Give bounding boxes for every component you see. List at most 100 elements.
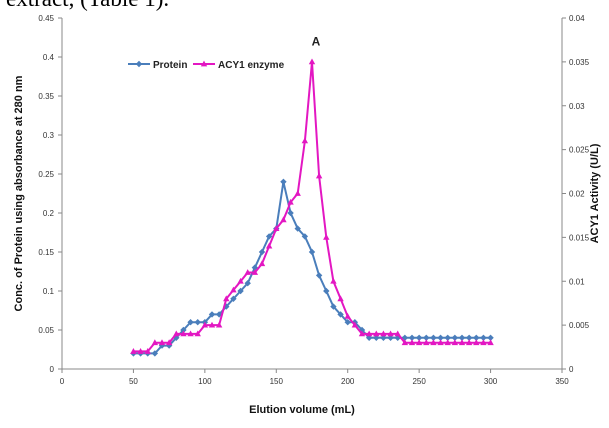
data-point-enzyme [301,137,309,144]
y2-tick-label: 0.03 [569,102,585,111]
data-point-protein [208,311,216,318]
caption-fragment: extract, (Table 1). [6,0,169,12]
data-point-protein [480,334,487,341]
data-point-enzyme [244,269,251,275]
data-point-enzyme [165,339,173,346]
data-point-protein [244,280,251,287]
data-point-enzyme [451,339,459,346]
data-point-enzyme [287,198,294,205]
data-point-enzyme [337,295,344,302]
data-point-protein [315,272,323,279]
y-tick-label: 0.45 [38,14,54,23]
data-point-enzyme [465,339,473,346]
data-point-enzyme [251,269,259,275]
data-point-enzyme [280,216,287,223]
data-point-protein [323,287,330,295]
data-point-enzyme [387,330,394,337]
data-point-enzyme [144,348,151,354]
data-point-protein [258,248,266,256]
data-point-enzyme [315,172,323,179]
data-point-protein [458,334,466,341]
data-point-enzyme [351,321,359,328]
data-point-protein [437,334,444,341]
y2-tick-label: 0.04 [569,14,585,23]
data-point-enzyme [223,295,230,302]
data-point-protein [158,342,166,349]
data-point-enzyme [358,330,366,337]
data-point-enzyme [408,339,416,346]
data-point-protein [237,287,244,295]
data-point-enzyme [237,277,244,284]
y-tick-label: 0.15 [38,248,54,257]
y2-axis-title: ACY1 Activity (U/L) [589,143,601,243]
data-point-enzyme [265,242,273,249]
data-point-enzyme [323,233,330,240]
x-tick-label: 300 [484,377,498,386]
y2-tick-label: 0.01 [569,277,585,286]
x-tick-label: 50 [129,377,138,386]
data-point-enzyme [258,260,266,267]
data-point-protein [337,311,344,318]
data-point-enzyme [473,339,480,346]
data-point-enzyme [308,58,316,65]
y-tick-label: 0 [50,365,55,374]
data-point-protein [430,334,437,341]
data-point-protein [294,225,301,232]
y2-tick-label: 0.02 [569,190,585,199]
data-point-protein [215,311,223,318]
data-point-enzyme [273,225,280,231]
data-point-enzyme [423,339,430,346]
data-point-enzyme [430,339,437,346]
y2-tick-label: 0.015 [569,233,590,242]
x-tick-label: 0 [60,377,65,386]
data-point-enzyme [294,190,301,196]
x-tick-label: 350 [555,377,569,386]
data-point-enzyme [365,330,373,337]
data-point-protein [180,326,187,334]
data-point-enzyme [215,321,223,328]
series-line-enzyme [133,61,491,353]
legend-protein-label: Protein [153,60,187,71]
data-point-enzyme [208,321,216,328]
data-point-protein [301,233,309,240]
data-point-enzyme [480,339,487,346]
data-point-protein [465,334,473,341]
data-point-protein [444,334,451,341]
data-point-enzyme [330,277,337,284]
peak-annotation: A [312,35,321,49]
data-point-enzyme [415,339,423,346]
data-point-enzyme [394,330,401,337]
data-point-protein [280,178,287,185]
data-point-enzyme [130,348,137,354]
data-point-protein [194,319,201,326]
legend-enzyme-marker [200,60,208,67]
data-point-enzyme [401,339,409,346]
data-point-protein [415,334,423,341]
x-axis-title: Elution volume (mL) [249,404,355,416]
data-point-protein [423,334,430,341]
data-point-enzyme [380,330,387,337]
x-tick-label: 150 [270,377,284,386]
y-tick-label: 0.1 [43,287,55,296]
data-point-enzyme [187,330,194,337]
y-tick-label: 0.2 [43,209,55,218]
x-tick-label: 100 [198,377,212,386]
data-point-enzyme [173,330,180,337]
data-point-enzyme [444,339,451,346]
data-point-enzyme [180,330,187,337]
series-line-protein [133,181,491,355]
data-point-enzyme [201,321,209,328]
data-point-protein [330,303,337,310]
y-tick-label: 0.35 [38,92,54,101]
data-point-enzyme [158,339,166,346]
y-axis-title: Conc. of Protein using absorbance at 280… [13,75,25,311]
y-tick-label: 0.25 [38,170,54,179]
data-point-protein [408,334,416,341]
data-point-protein [165,342,173,349]
y2-tick-label: 0 [569,365,574,374]
legend-enzyme-label: ACY1 enzyme [218,60,285,71]
data-point-enzyme [230,286,237,293]
data-point-protein [308,248,316,256]
data-point-protein [344,319,351,326]
